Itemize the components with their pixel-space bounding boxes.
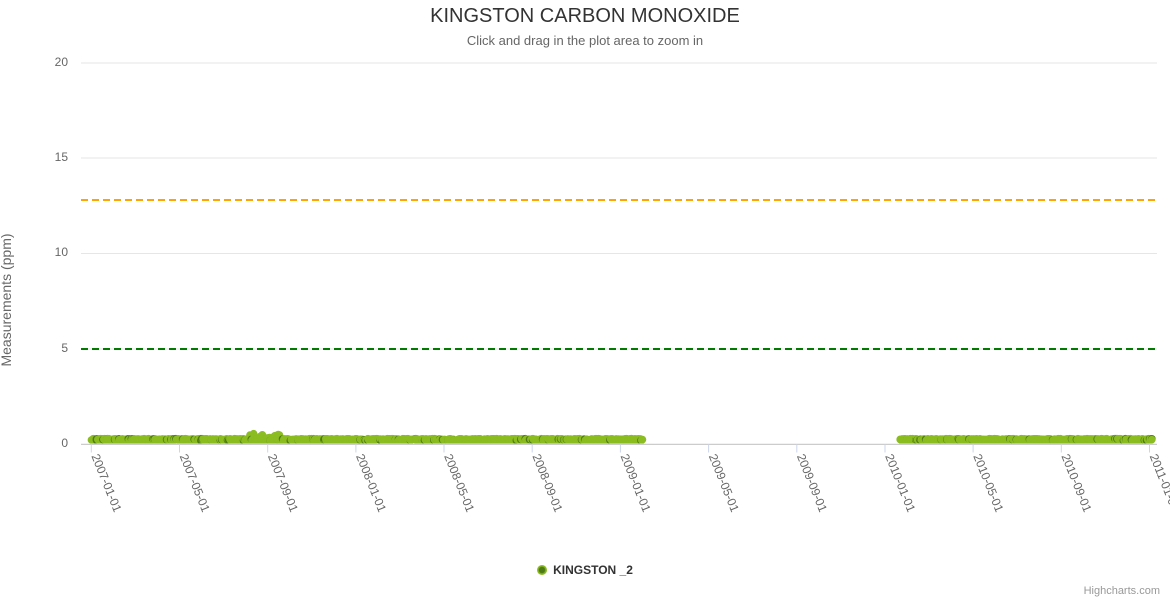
- svg-text:2009-09-01: 2009-09-01: [794, 452, 830, 514]
- svg-text:2010-09-01: 2010-09-01: [1059, 452, 1095, 514]
- svg-text:2007-09-01: 2007-09-01: [265, 452, 301, 514]
- svg-text:2007-01-01: 2007-01-01: [89, 452, 125, 514]
- svg-text:2009-05-01: 2009-05-01: [706, 452, 742, 514]
- svg-text:2011-01-01: 2011-01-01: [1147, 452, 1170, 514]
- svg-text:2010-01-01: 2010-01-01: [882, 452, 918, 514]
- svg-text:2008-05-01: 2008-05-01: [441, 452, 477, 514]
- svg-text:2008-01-01: 2008-01-01: [353, 452, 389, 514]
- svg-text:2010-05-01: 2010-05-01: [970, 452, 1006, 514]
- svg-text:2008-09-01: 2008-09-01: [529, 452, 565, 514]
- svg-text:2007-05-01: 2007-05-01: [177, 452, 213, 514]
- svg-text:2009-01-01: 2009-01-01: [618, 452, 654, 514]
